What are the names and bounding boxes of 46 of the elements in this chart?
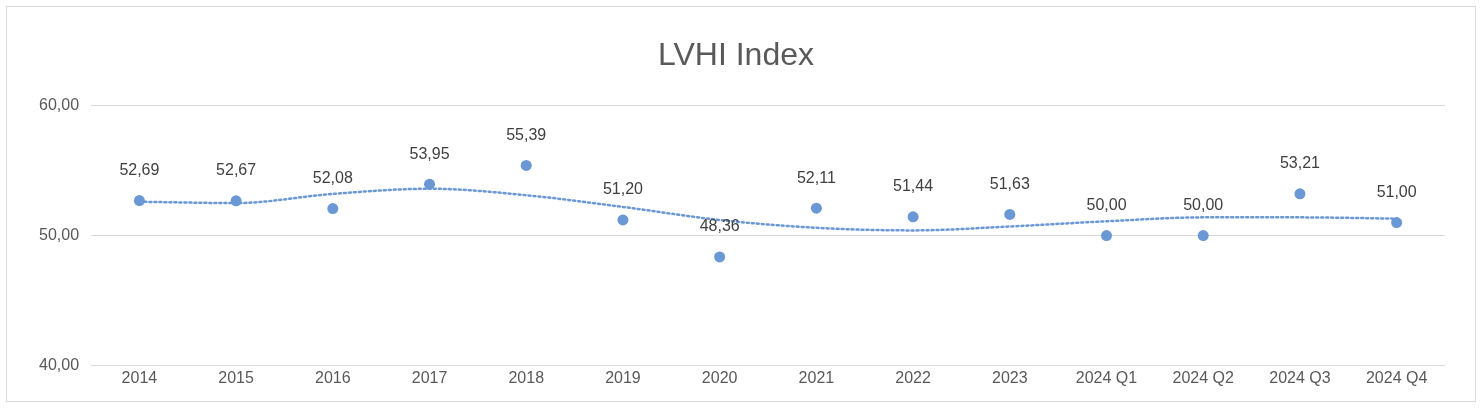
y-tick-label: 40,00 xyxy=(38,356,80,374)
point xyxy=(230,195,242,207)
data-label: 52,69 xyxy=(119,160,160,178)
data-label: 51,44 xyxy=(893,177,934,195)
x-tick-label: 2017 xyxy=(411,368,448,386)
data-label: 50,00 xyxy=(1183,196,1224,214)
point xyxy=(714,251,726,263)
x-tick-label: 2018 xyxy=(508,368,545,386)
data-label: 51,63 xyxy=(989,174,1030,192)
data-label: 48,36 xyxy=(699,217,740,235)
x-tick-label: 2023 xyxy=(992,368,1028,386)
x-tick-label: 2024 Q4 xyxy=(1365,368,1428,386)
data-label: 51,20 xyxy=(602,180,644,198)
data-label: 53,95 xyxy=(409,144,450,162)
x-tick-label: 2019 xyxy=(605,368,641,386)
point xyxy=(1004,208,1016,220)
data-label: 52,11 xyxy=(796,168,836,186)
y-tick-label: 50,00 xyxy=(38,226,80,244)
x-tick-label: 2014 xyxy=(121,368,158,386)
y-tick-label: 60,00 xyxy=(38,95,80,113)
x-tick-label: 2020 xyxy=(701,368,738,386)
point xyxy=(133,195,145,207)
point xyxy=(1391,217,1403,229)
x-tick-label: 2016 xyxy=(315,368,351,386)
data-label: 52,08 xyxy=(312,168,353,186)
x-tick-label: 2015 xyxy=(218,368,254,386)
x-tick-label: 2024 Q1 xyxy=(1075,368,1138,386)
x-tick-label: 2022 xyxy=(895,368,931,386)
x-tick-label: 2021 xyxy=(798,368,835,386)
point xyxy=(520,159,532,171)
point xyxy=(1294,188,1306,200)
point xyxy=(1197,230,1209,242)
point xyxy=(907,211,919,223)
point xyxy=(327,203,339,215)
data-label: 50,00 xyxy=(1086,196,1127,214)
data-label: 55,39 xyxy=(506,125,547,143)
point xyxy=(617,214,629,226)
point xyxy=(810,202,822,214)
data-label: 53,21 xyxy=(1279,154,1321,172)
x-tick-label: 2024 Q3 xyxy=(1269,368,1331,386)
x-tick-label: 2024 Q2 xyxy=(1172,368,1235,386)
data-label: 52,67 xyxy=(216,161,257,179)
point xyxy=(424,178,436,190)
point xyxy=(1101,230,1113,242)
chart-title: LVHI Index xyxy=(658,36,814,73)
data-label: 51,00 xyxy=(1376,182,1417,200)
